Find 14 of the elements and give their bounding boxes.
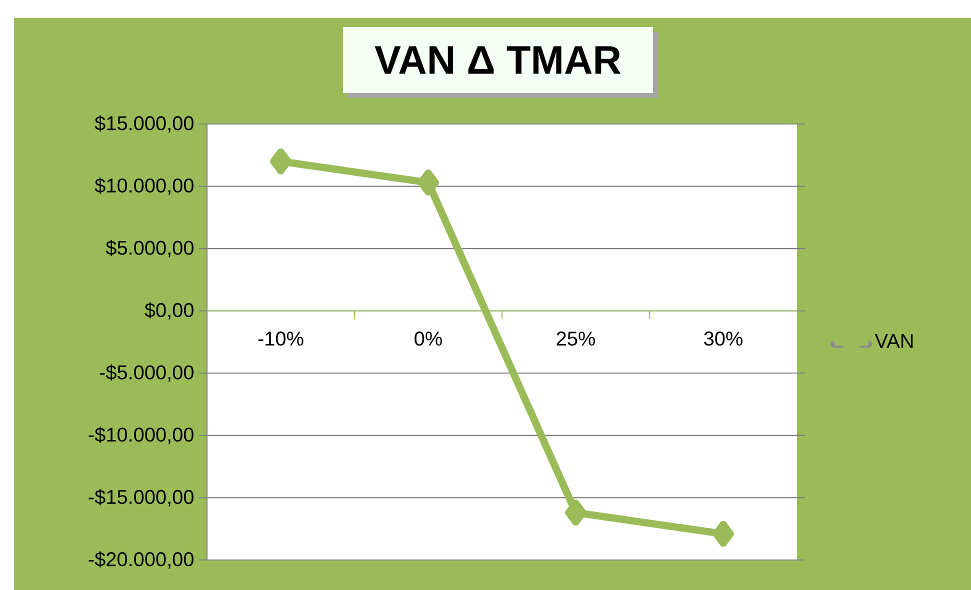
y-tick-label: -$15.000,00 [88, 489, 194, 506]
y-tick-label: $0,00 [144, 302, 194, 320]
x-tick-label: -10% [258, 332, 304, 346]
y-tick-label: $10.000,00 [94, 178, 194, 195]
y-tick-label: -$10.000,00 [88, 426, 194, 444]
x-tick-label: 25% [556, 332, 595, 346]
y-tick-label: $5.000,00 [106, 240, 194, 258]
x-tick-label: 30% [704, 332, 742, 346]
chart-title: VAN Δ TMAR [374, 46, 621, 74]
x-tick-label: 0% [414, 332, 442, 346]
y-tick-label: -$20.000,00 [88, 551, 194, 569]
y-tick-label: -$5.000,00 [100, 364, 194, 382]
legend-label: VAN [874, 334, 913, 348]
y-tick-label: $15.000,00 [94, 115, 194, 133]
